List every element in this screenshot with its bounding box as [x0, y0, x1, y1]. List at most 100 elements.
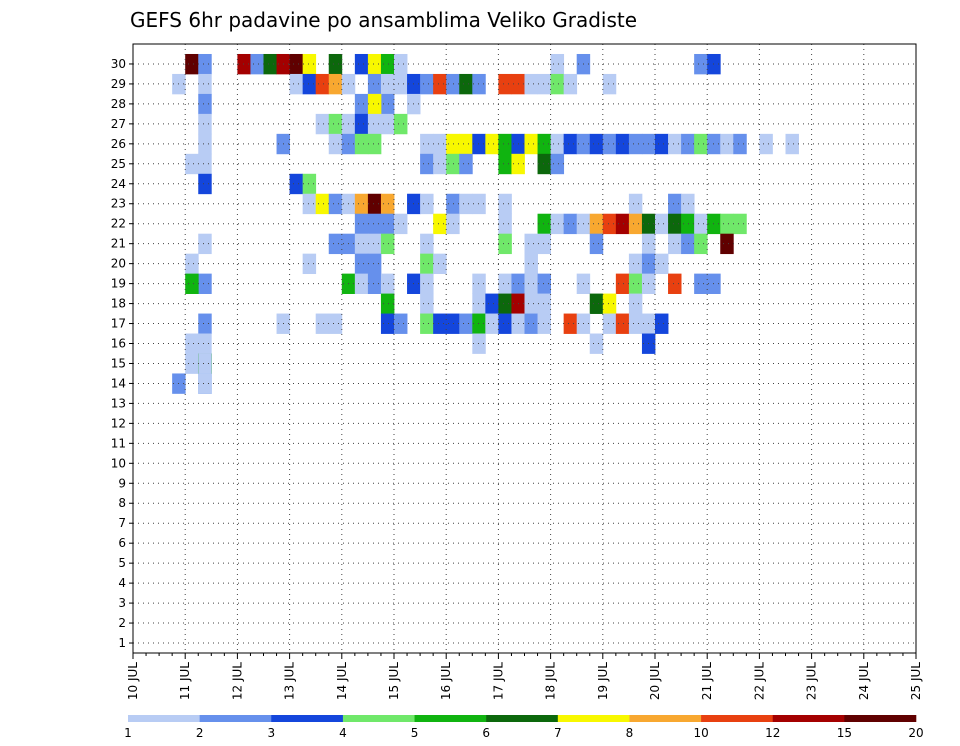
heatmap-cell — [185, 273, 199, 294]
y-tick-labels: 1234567891011121314151617181920212223242… — [111, 57, 126, 650]
heatmap-cell — [302, 73, 317, 95]
heatmap-cell — [380, 213, 395, 235]
x-tick-label: 12 JUL — [230, 662, 244, 700]
heatmap-cell — [628, 273, 643, 294]
heatmap-cell — [198, 333, 212, 354]
colorbar-label: 10 — [693, 726, 708, 740]
heatmap-cell — [668, 273, 682, 294]
colorbar-swatch — [844, 715, 917, 722]
x-tick-label: 10 JUL — [126, 662, 140, 700]
chart-title: GEFS 6hr padavine po ansamblima Veliko G… — [130, 8, 637, 32]
heatmap-cell — [367, 73, 382, 95]
heatmap-cell — [498, 153, 512, 175]
heatmap-cell — [380, 113, 395, 135]
heatmap-cell — [498, 193, 512, 215]
axis-ticks — [129, 63, 917, 659]
colorbar-label: 1 — [124, 726, 132, 740]
x-tick-label: 11 JUL — [178, 662, 192, 700]
colorbar: 1 2 3 4 5 6 7 8 10 12 15 20 — [124, 715, 924, 740]
heatmap-cell — [394, 113, 408, 135]
heatmap-cell — [694, 273, 708, 294]
heatmap-cell — [550, 213, 565, 235]
heatmap-cell — [289, 73, 304, 95]
heatmap-cell — [394, 313, 408, 334]
heatmap-cell — [720, 133, 734, 155]
heatmap-cell — [498, 273, 512, 294]
heatmap-cell — [615, 313, 630, 334]
heatmap-cell — [655, 313, 669, 334]
heatmap-cell — [302, 253, 317, 275]
heatmap-cell — [485, 313, 499, 334]
colorbar-label: 20 — [908, 726, 923, 740]
heatmap-cell — [498, 313, 512, 334]
colorbar-swatch — [199, 715, 272, 722]
heatmap-cell — [602, 293, 617, 314]
heatmap-cell — [655, 213, 669, 235]
heatmap-cell — [668, 193, 682, 215]
heatmap-cell — [694, 53, 708, 75]
heatmap-cell — [302, 53, 317, 75]
colorbar-label: 12 — [765, 726, 780, 740]
heatmap-cell — [198, 153, 212, 175]
grid-lines — [133, 44, 916, 653]
heatmap-cell — [198, 113, 212, 135]
y-tick-label: 6 — [118, 536, 126, 550]
y-tick-label: 12 — [111, 416, 126, 430]
heatmap-cell — [524, 73, 538, 95]
heatmap-cell — [354, 213, 369, 235]
heatmap-cell — [185, 353, 199, 374]
heatmap-cell — [354, 113, 369, 135]
heatmap-cell — [433, 253, 447, 275]
y-tick-label: 22 — [111, 217, 126, 231]
heatmap-cell — [537, 73, 551, 95]
heatmap-cell — [446, 153, 460, 175]
heatmap-cell — [367, 53, 382, 75]
heatmap-cell — [615, 133, 630, 155]
heatmap-cell — [681, 213, 695, 235]
heatmap-cell — [185, 253, 199, 275]
heatmap-cell — [433, 213, 447, 235]
heatmap-cell — [367, 93, 382, 115]
heatmap-cell — [628, 213, 643, 235]
heatmap-cell — [655, 133, 669, 155]
y-tick-label: 21 — [111, 237, 126, 251]
heatmap-cell — [602, 213, 617, 235]
heatmap-cell — [498, 233, 512, 255]
heatmap-cell — [367, 233, 382, 255]
heatmap-cell — [655, 253, 669, 275]
heatmap-cell — [185, 153, 199, 175]
heatmap-cell — [198, 53, 212, 75]
heatmap-cell — [198, 313, 212, 334]
heatmap-cell — [668, 233, 682, 255]
heatmap-cell — [433, 313, 447, 334]
heatmap-cell — [354, 233, 369, 255]
colorbar-label: 3 — [267, 726, 275, 740]
colorbar-label: 2 — [196, 726, 204, 740]
heatmap-cell — [759, 133, 773, 155]
heatmap-cell — [380, 273, 395, 294]
x-tick-label: 22 JUL — [752, 662, 766, 700]
heatmap-cell — [380, 93, 395, 115]
heatmap-cell — [328, 53, 343, 75]
heatmap-cell — [628, 193, 643, 215]
heatmap-cell — [694, 233, 708, 255]
heatmap-cell — [420, 233, 434, 255]
x-tick-label: 19 JUL — [596, 662, 610, 700]
heatmap-cell — [433, 73, 447, 95]
y-tick-label: 10 — [111, 456, 126, 470]
heatmap-cell — [537, 313, 551, 334]
x-tick-label: 14 JUL — [335, 662, 349, 700]
heatmap-cell — [694, 133, 708, 155]
y-tick-label: 25 — [111, 157, 126, 171]
heatmap-cell — [380, 313, 395, 334]
y-tick-label: 24 — [111, 177, 126, 191]
heatmap-cell — [550, 53, 565, 75]
heatmap-cell — [459, 193, 473, 215]
heatmap-cells — [172, 53, 799, 394]
heatmap-cell — [380, 233, 395, 255]
colorbar-swatch — [486, 715, 559, 722]
x-tick-label: 24 JUL — [857, 662, 871, 700]
heatmap-cell — [720, 213, 734, 235]
colorbar-swatch — [629, 715, 702, 722]
x-tick-label: 17 JUL — [491, 662, 505, 700]
